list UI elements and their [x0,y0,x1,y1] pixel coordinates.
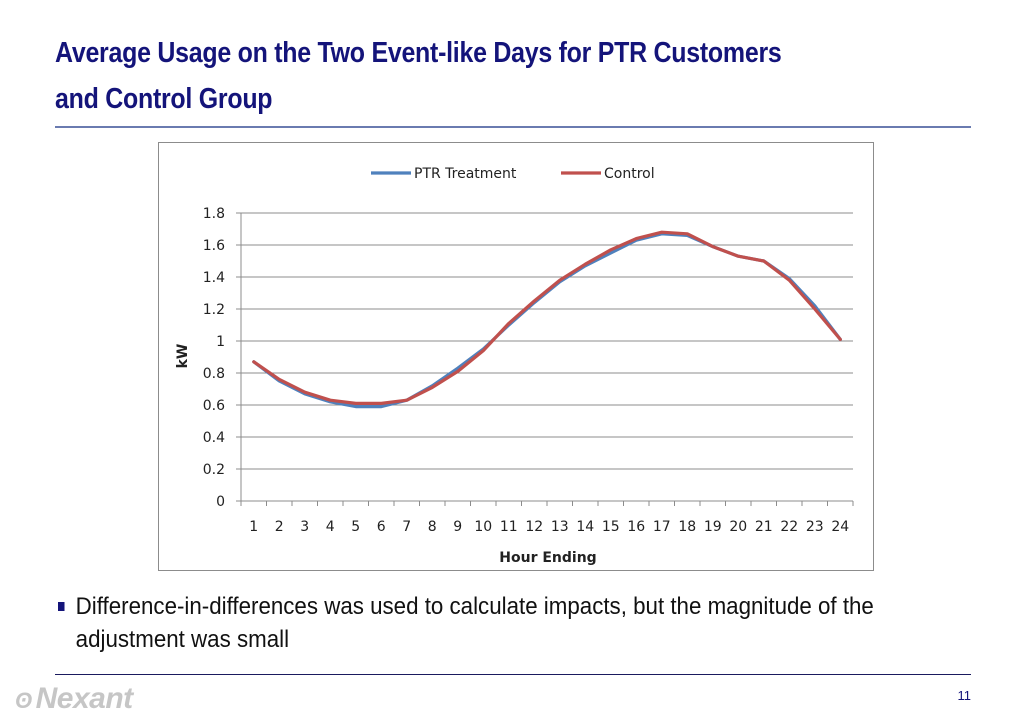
x-tick-label: 13 [551,519,569,535]
legend: PTR Treatment Control [371,166,655,182]
x-tick-label: 20 [729,519,747,535]
x-tick-label: 17 [653,519,671,535]
x-tick-label: 5 [351,519,360,535]
y-tick-label: 1.8 [203,206,225,222]
x-tick-label: 24 [831,519,849,535]
slide-title: Average Usage on the Two Event-like Days… [55,30,855,122]
x-tick-label: 18 [678,519,696,535]
y-tick-label: 0.6 [203,398,225,414]
slide-title-line-1: Average Usage on the Two Event-like Days… [55,37,782,69]
x-tick-label: 15 [602,519,620,535]
legend-label-1: Control [604,166,655,182]
x-tick-label: 19 [704,519,722,535]
nexant-swirl-icon: ʘ [15,688,32,713]
bullet-text: Difference-in-differences was used to ca… [75,593,874,653]
chart-frame: 0 0.2 0.4 0.6 0.8 1 1.2 1.4 1.6 1.8 1 2 3 4 5 6 7 8 9 10 11 1… [158,142,874,571]
x-tick-label: 6 [377,519,386,535]
axes: 00.20.40.60.811.21.41.61.81 2 3 4 5 6 7 8 9 10 11 1… [203,206,854,535]
x-axis-label: Hour Ending [499,550,596,566]
y-axis-label: kW [175,344,191,369]
x-tick-label: 8 [428,519,437,535]
x-tick-label: 23 [806,519,824,535]
legend-label-0: PTR Treatment [414,166,517,182]
series-line-control [252,230,842,405]
y-tick-label: 0.2 [203,462,225,478]
bullet-square-icon [58,602,65,611]
x-tick-label: 16 [627,519,645,535]
y-tick-label: 1.6 [203,238,225,254]
y-tick-label: 0.4 [203,430,225,446]
y-tick-label: 1 [216,334,225,350]
x-tick-label: 9 [453,519,462,535]
gridlines [241,212,853,470]
nexant-logo: ʘ Nexant [15,682,133,716]
y-tick-label: 1.4 [203,270,225,286]
x-tick-label: 3 [300,519,309,535]
x-tick-label: 21 [755,519,773,535]
series-lines [252,230,842,409]
page-number: 11 [957,688,972,703]
logo-text: Nexant [35,682,134,715]
x-tick-label: 12 [525,519,543,535]
x-tick-label: 2 [275,519,284,535]
x-tick-label: 10 [474,519,492,535]
x-tick-label: 14 [576,519,594,535]
footer-divider [55,674,971,675]
line-chart: 00.20.40.60.811.21.41.61.81 2 3 4 5 6 7 8 9 10 11 1… [175,166,854,566]
x-tick-label: 4 [326,519,335,535]
slide-title-line-2: and Control Group [55,83,273,115]
x-tick-label: 1 [249,519,258,535]
x-tick-label: 22 [780,519,798,535]
y-tick-label: 0.8 [203,366,225,382]
y-tick-label: 0 [216,494,225,510]
title-divider [55,126,971,128]
y-tick-label: 1.2 [203,302,225,318]
x-tick-label: 11 [500,519,518,535]
x-tick-label: 7 [402,519,411,535]
